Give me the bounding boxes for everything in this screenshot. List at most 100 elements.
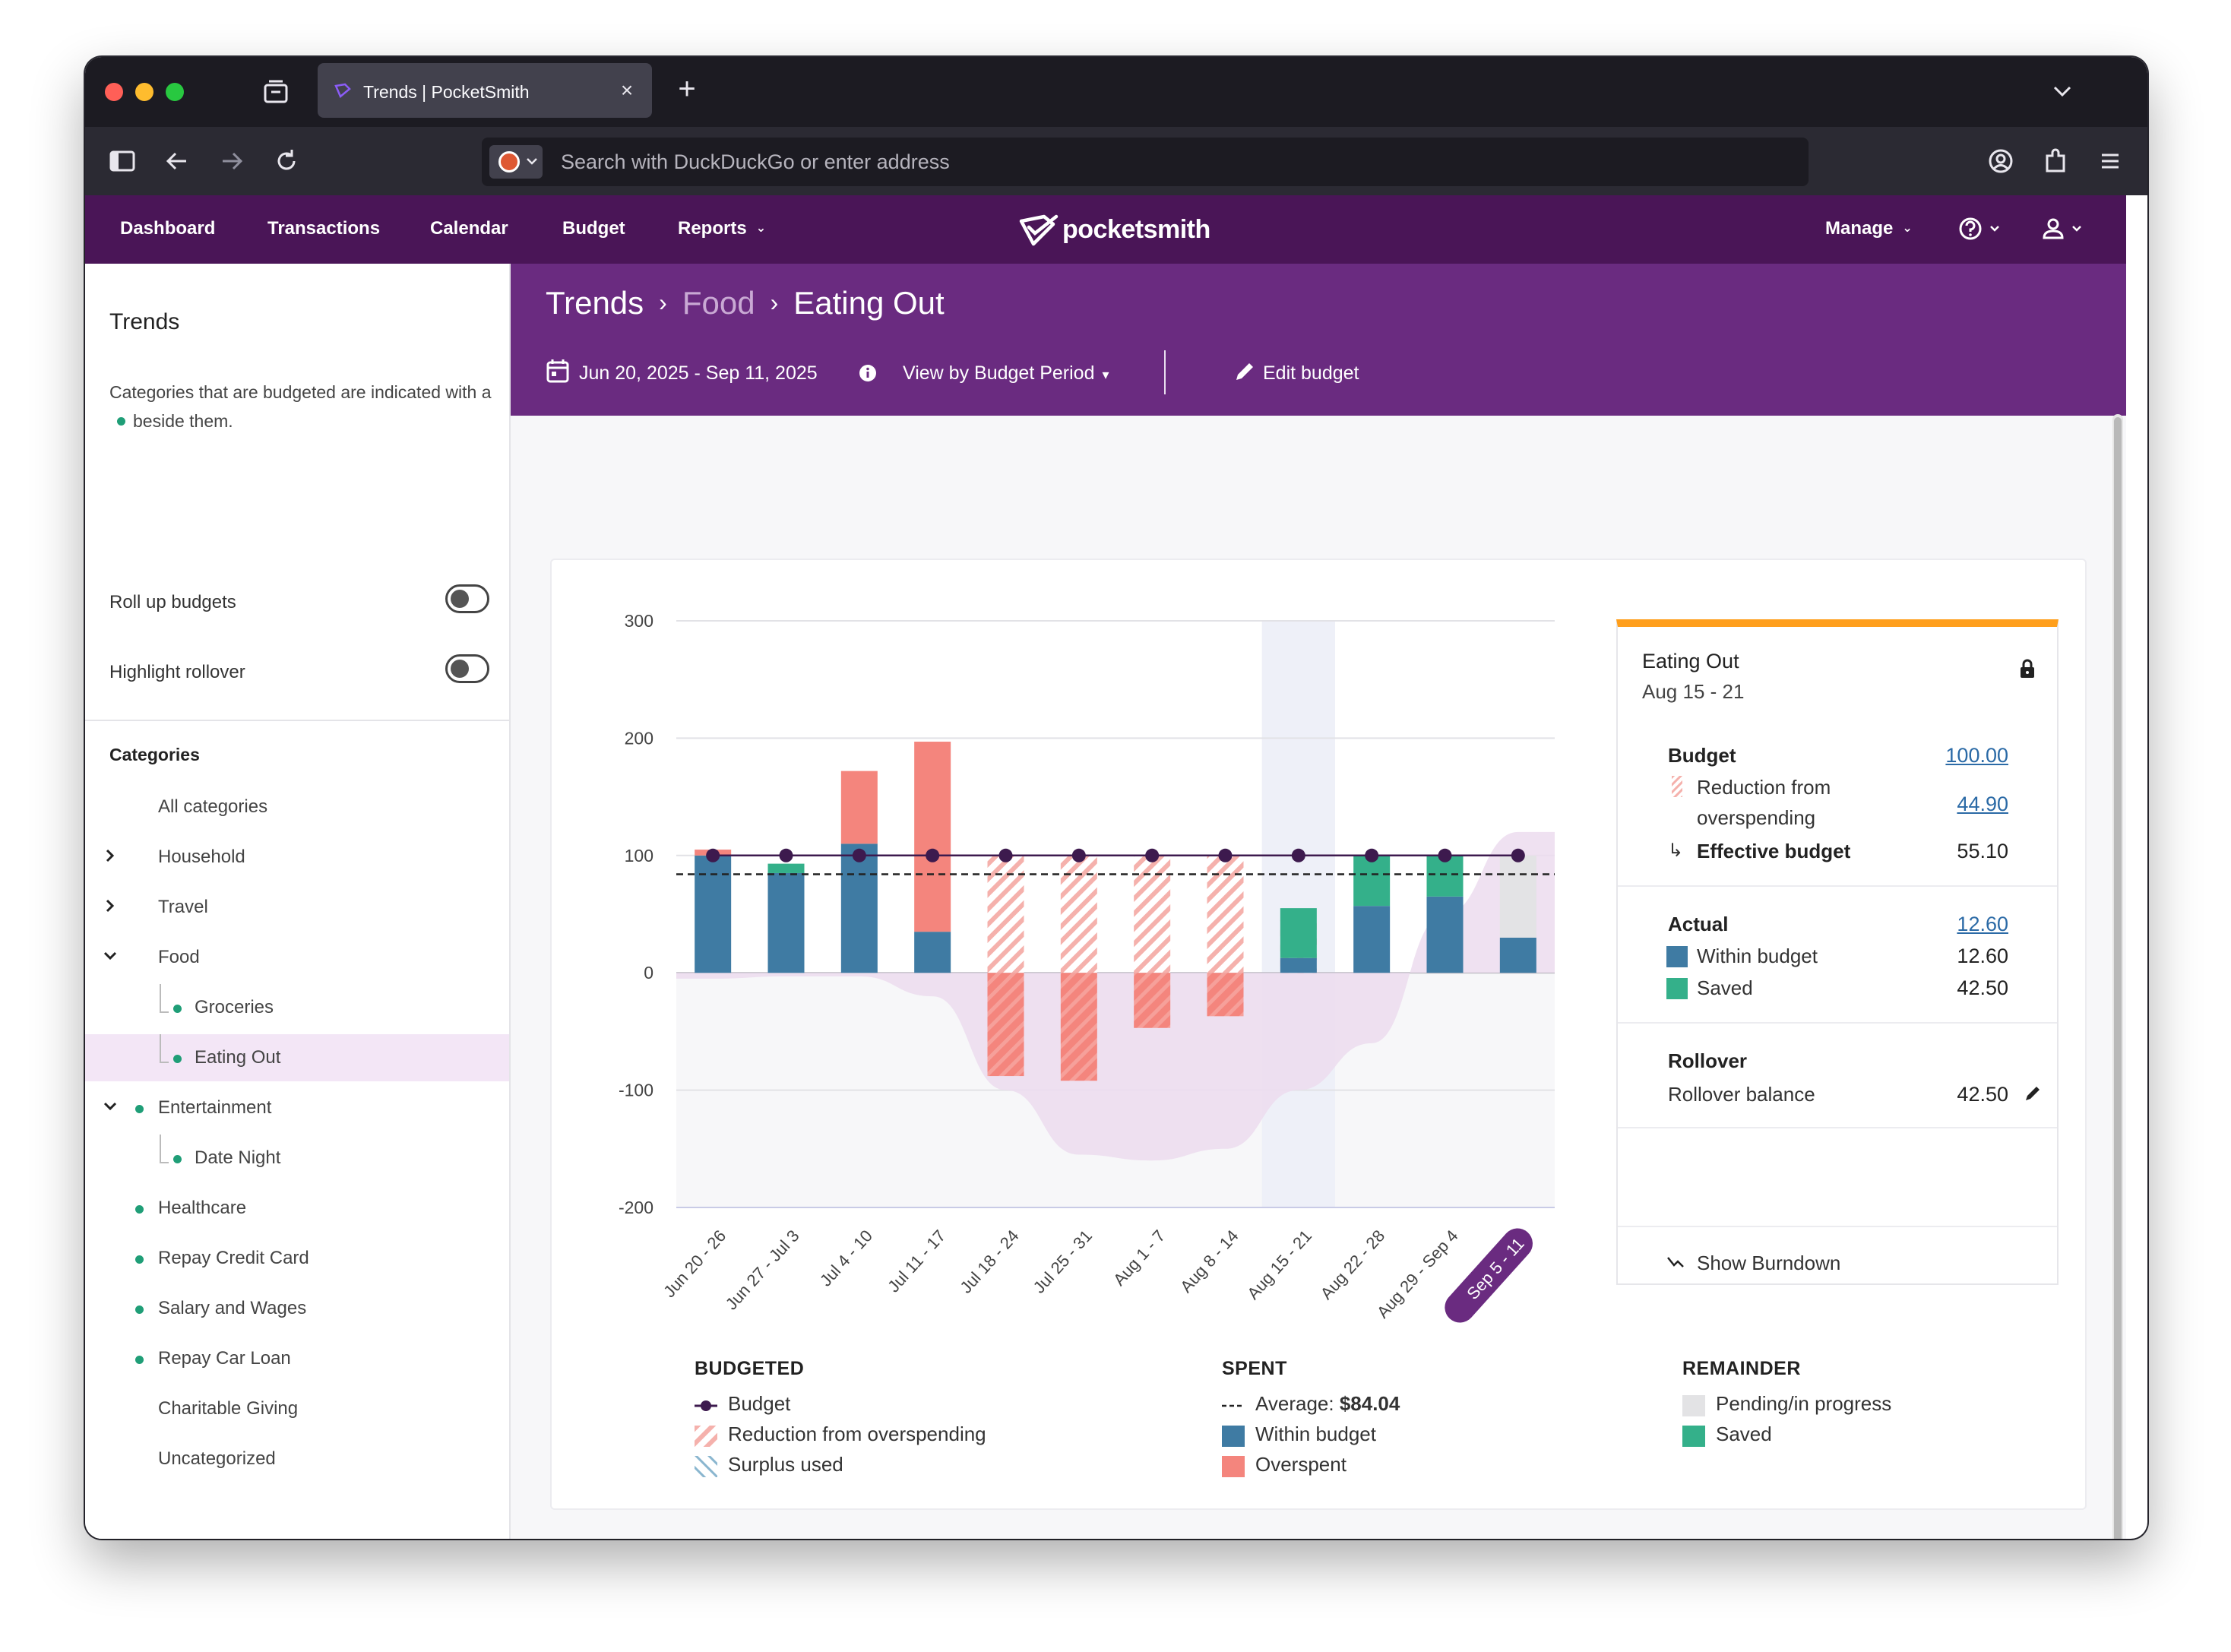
tab-list-icon[interactable] (2050, 80, 2074, 103)
close-tab-icon[interactable]: × (620, 78, 634, 102)
tree-connector (160, 984, 169, 1013)
roll-up-budgets-label: Roll up budgets (109, 592, 236, 612)
date-range[interactable]: Jun 20, 2025 - Sep 11, 2025 (579, 362, 818, 384)
help-menu-button[interactable] (1957, 215, 2005, 246)
user-menu-button[interactable] (2041, 215, 2088, 246)
back-icon[interactable] (161, 145, 193, 177)
nav-dashboard[interactable]: Dashboard (120, 218, 216, 239)
reduction-value[interactable]: 44.90 (1957, 793, 2008, 815)
roll-up-budgets-toggle[interactable] (445, 584, 489, 613)
category-label: Uncategorized (158, 1448, 276, 1469)
sidebar-category-uncategorized[interactable]: Uncategorized (85, 1435, 509, 1483)
pencil-icon[interactable] (1233, 359, 1257, 389)
show-burndown-button[interactable]: Show Burndown (1697, 1252, 1841, 1274)
highlight-rollover-label: Highlight rollover (109, 662, 245, 682)
scrollbar-thumb[interactable] (2114, 417, 2122, 1539)
sidebar-category-salary-and-wages[interactable]: Salary and Wages (85, 1285, 509, 1332)
nav-manage-label: Manage (1825, 218, 1894, 239)
chevron-down-icon[interactable] (102, 948, 119, 964)
panel-divider (1618, 885, 2057, 887)
x-tick-label: Jul 11 - 17 (884, 1226, 949, 1296)
roll-up-budgets-row: Roll up budgets (109, 584, 489, 618)
pocketsmith-favicon-icon (334, 83, 351, 99)
nav-transactions[interactable]: Transactions (267, 218, 381, 239)
within-value: 12.60 (1957, 945, 2008, 967)
saved-swatch (1666, 978, 1688, 999)
edit-rollover-icon[interactable] (2024, 1083, 2043, 1106)
nav-reports[interactable]: Reports ⌄ (678, 218, 766, 239)
budgeted-dot-icon (173, 1005, 182, 1013)
sidebar-category-travel[interactable]: Travel (85, 884, 509, 931)
x-tick-label: Jun 27 - Jul 3 (722, 1226, 803, 1314)
nav-calendar[interactable]: Calendar (430, 218, 508, 239)
chevron-down-icon[interactable] (102, 1098, 119, 1115)
browser-tab[interactable]: Trends | PocketSmith × (318, 63, 652, 118)
sidebar-category-date-night[interactable]: Date Night (85, 1135, 509, 1182)
category-label: Food (158, 947, 200, 967)
category-label: Entertainment (158, 1097, 272, 1118)
tab-overview-icon[interactable] (261, 78, 290, 106)
budget-value[interactable]: 100.00 (1945, 744, 2008, 767)
legend-saved: Saved (1682, 1423, 1891, 1453)
sidebar-category-all-categories[interactable]: All categories (85, 783, 509, 831)
actual-value[interactable]: 12.60 (1957, 913, 2008, 935)
average-line-swatch (1222, 1404, 1245, 1407)
address-bar[interactable]: Search with DuckDuckGo or enter address (482, 138, 1809, 186)
search-engine-button[interactable] (489, 145, 543, 179)
nav-manage[interactable]: Manage ⌄ (1825, 218, 1913, 239)
calendar-icon[interactable] (546, 358, 570, 389)
legend-budgeted-title: BUDGETED (695, 1358, 805, 1379)
overspent-bar (1134, 973, 1171, 1028)
highlight-rollover-toggle[interactable] (445, 654, 489, 683)
forward-icon[interactable] (216, 145, 248, 177)
description-prefix: Categories that are budgeted are indicat… (109, 382, 492, 402)
nav-budget[interactable]: Budget (562, 218, 625, 239)
budget-point (779, 848, 793, 862)
sidebar-category-healthcare[interactable]: Healthcare (85, 1185, 509, 1232)
view-by-dropdown[interactable]: View by Budget Period ▾ (903, 362, 1109, 385)
menu-icon[interactable] (2094, 145, 2126, 177)
category-label: Repay Car Loan (158, 1348, 291, 1369)
legend-overspent: Overspent (1222, 1453, 1400, 1483)
close-window-button[interactable] (105, 83, 123, 101)
chevron-down-icon: ⌄ (755, 222, 767, 235)
budget-point (926, 848, 940, 862)
minimize-window-button[interactable] (135, 83, 153, 101)
browser-window: Trends | PocketSmith × + Se (85, 57, 2147, 1539)
sidebar-category-eating-out[interactable]: Eating Out (85, 1034, 509, 1081)
sidebar-category-groceries[interactable]: Groceries (85, 984, 509, 1031)
category-label: Healthcare (158, 1198, 247, 1218)
x-tick-label: Jul 18 - 24 (956, 1226, 1022, 1297)
edit-budget-link[interactable]: Edit budget (1263, 362, 1359, 384)
budgeted-dot-icon (135, 1205, 144, 1214)
breadcrumb-trends[interactable]: Trends (546, 285, 644, 321)
sidebar-category-entertainment[interactable]: Entertainment (85, 1084, 509, 1131)
budgeted-dot-icon (173, 1155, 182, 1163)
chevron-right-icon[interactable] (102, 847, 119, 864)
maximize-window-button[interactable] (166, 83, 184, 101)
new-tab-button[interactable]: + (678, 72, 696, 106)
legend-surplus: Surplus used (695, 1453, 986, 1483)
budget-point (1218, 848, 1233, 862)
sidebar-category-repay-car-loan[interactable]: Repay Car Loan (85, 1335, 509, 1382)
sidebar-category-charitable-giving[interactable]: Charitable Giving (85, 1385, 509, 1432)
overspent-swatch (1222, 1456, 1245, 1477)
extensions-icon[interactable] (2040, 145, 2071, 177)
tree-connector (160, 1135, 169, 1163)
sidebar-category-repay-credit-card[interactable]: Repay Credit Card (85, 1235, 509, 1282)
category-label: Charitable Giving (158, 1398, 299, 1419)
sidebar-toggle-icon[interactable] (106, 145, 138, 177)
chevron-right-icon[interactable] (102, 897, 119, 914)
caret-down-icon: ▾ (1102, 367, 1109, 382)
legend-surplus-label: Surplus used (728, 1453, 843, 1476)
toggle-knob (451, 660, 469, 678)
sidebar-category-food[interactable]: Food (85, 934, 509, 981)
sidebar-category-household[interactable]: Household (85, 834, 509, 881)
breadcrumb-food[interactable]: Food (682, 285, 755, 321)
info-icon[interactable] (859, 364, 877, 388)
page-scrollbar[interactable] (2112, 414, 2123, 1539)
reload-icon[interactable] (271, 145, 302, 177)
within-budget-bar (1353, 906, 1391, 973)
account-icon[interactable] (1985, 145, 2017, 177)
